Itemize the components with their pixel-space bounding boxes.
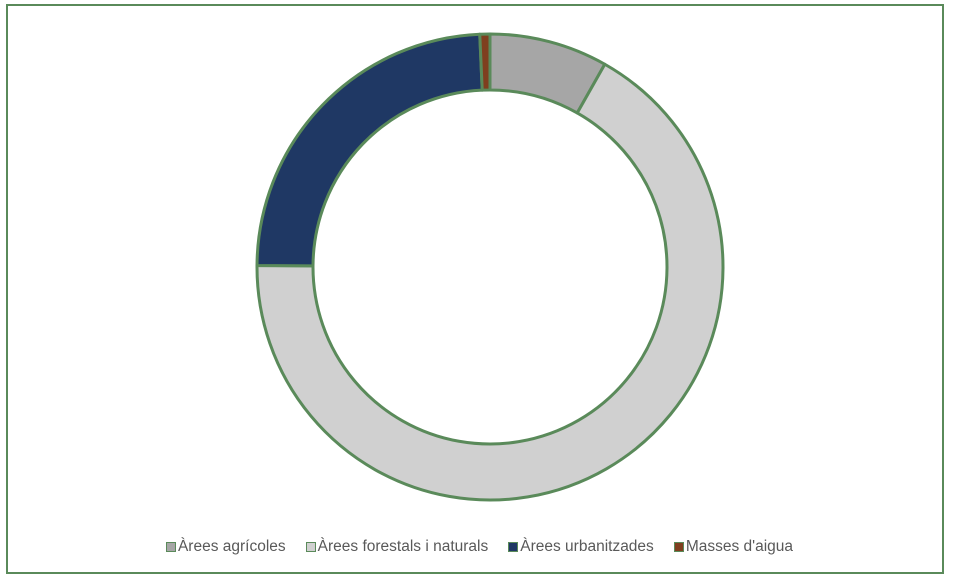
donut-slice-masses-aigua [478,32,492,92]
legend-item-arees-urbanitzades: Àrees urbanitzades [508,538,654,556]
legend-label: Àrees forestals i naturals [317,538,489,555]
donut-slice-arees-forestals [255,62,725,502]
legend-item-masses-aigua: Masses d'aigua [673,538,794,556]
legend-label: Àrees agrícoles [177,538,286,555]
donut-slices [255,32,725,502]
legend-swatch [305,542,316,552]
legend-swatch [673,542,684,552]
legend-label: Masses d'aigua [685,538,794,555]
legend-swatch [165,542,176,552]
legend-item-arees-agricoles: Àrees agrícoles [165,538,286,556]
legend-swatch [508,542,519,552]
legend-item-arees-forestals: Àrees forestals i naturals [305,538,489,556]
legend-label: Àrees urbanitzades [520,538,654,555]
donut-slice-arees-urbanitzades [255,32,484,268]
chart-legend: Àrees agrícoles Àrees forestals i natura… [0,538,959,556]
